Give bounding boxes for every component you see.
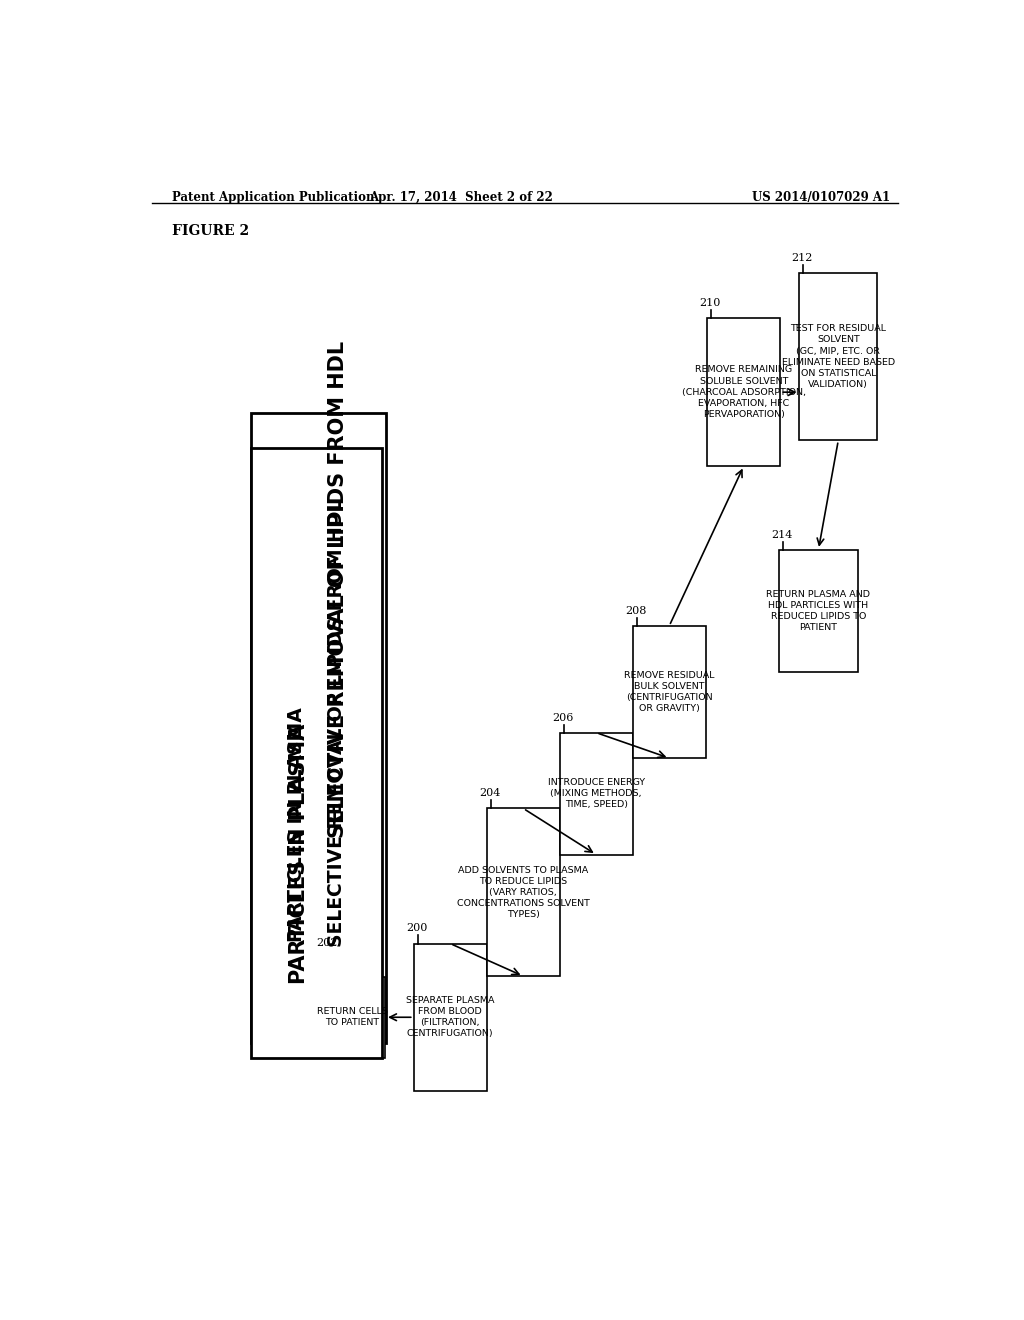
Bar bbox=[321, 977, 385, 1057]
Text: 214: 214 bbox=[771, 529, 793, 540]
Bar bbox=[778, 549, 858, 672]
Text: PARTICLES IN PLASMA: PARTICLES IN PLASMA bbox=[287, 706, 306, 941]
Text: US 2014/0107029 A1: US 2014/0107029 A1 bbox=[752, 191, 890, 203]
Text: Apr. 17, 2014  Sheet 2 of 22: Apr. 17, 2014 Sheet 2 of 22 bbox=[370, 191, 553, 203]
Text: TEST FOR RESIDUAL
SOLVENT
(GC, MIP, ETC. OR
ELIMINATE NEED BASED
ON STATISTICAL
: TEST FOR RESIDUAL SOLVENT (GC, MIP, ETC.… bbox=[781, 325, 895, 389]
Text: ADD SOLVENTS TO PLASMA
TO REDUCE LIPIDS
(VARY RATIOS,
CONCENTRATIONS SOLVENT
TYP: ADD SOLVENTS TO PLASMA TO REDUCE LIPIDS … bbox=[457, 866, 590, 919]
Bar bbox=[633, 626, 706, 758]
Bar bbox=[251, 413, 386, 1043]
Text: RETURN CELLS
TO PATIENT: RETURN CELLS TO PATIENT bbox=[317, 1007, 388, 1027]
Bar bbox=[800, 273, 878, 441]
Text: SEPARATE PLASMA
FROM BLOOD
(FILTRATION,
CENTRIFUGATION): SEPARATE PLASMA FROM BLOOD (FILTRATION, … bbox=[406, 997, 495, 1039]
Text: 206: 206 bbox=[552, 713, 573, 722]
Bar bbox=[560, 733, 633, 854]
Text: 212: 212 bbox=[792, 252, 813, 263]
Text: Patent Application Publication: Patent Application Publication bbox=[172, 191, 374, 203]
Text: REMOVE REMAINING
SOLUBLE SOLVENT
(CHARCOAL ADSORPTION,
EVAPORATION, HFC
PERVAPOR: REMOVE REMAINING SOLUBLE SOLVENT (CHARCO… bbox=[682, 366, 806, 418]
Text: SELECTIVE REMOVAL OF LIPIDS FROM HDL: SELECTIVE REMOVAL OF LIPIDS FROM HDL bbox=[327, 498, 346, 946]
Text: 202: 202 bbox=[316, 939, 338, 948]
Text: SELECTIVE REMOVAL OF LIPIDS FROM HDL: SELECTIVE REMOVAL OF LIPIDS FROM HDL bbox=[329, 341, 348, 837]
Text: 200: 200 bbox=[406, 924, 427, 933]
Text: PARTICLES IN PLASMA: PARTICLES IN PLASMA bbox=[289, 723, 308, 983]
Bar bbox=[251, 447, 382, 1057]
Text: 208: 208 bbox=[625, 606, 646, 615]
Text: RETURN PLASMA AND
HDL PARTICLES WITH
REDUCED LIPIDS TO
PATIENT: RETURN PLASMA AND HDL PARTICLES WITH RED… bbox=[766, 590, 870, 632]
Text: 204: 204 bbox=[479, 788, 500, 799]
Text: 210: 210 bbox=[699, 298, 721, 309]
Bar bbox=[708, 318, 780, 466]
Text: REMOVE RESIDUAL
BULK SOLVENT
(CENTRIFUGATION
OR GRAVITY): REMOVE RESIDUAL BULK SOLVENT (CENTRIFUGA… bbox=[624, 671, 715, 713]
Text: INTRODUCE ENERGY
(MIXING METHODS,
TIME, SPEED): INTRODUCE ENERGY (MIXING METHODS, TIME, … bbox=[548, 777, 645, 809]
Bar bbox=[486, 808, 560, 975]
Bar bbox=[414, 944, 486, 1090]
Text: FIGURE 2: FIGURE 2 bbox=[172, 224, 249, 239]
